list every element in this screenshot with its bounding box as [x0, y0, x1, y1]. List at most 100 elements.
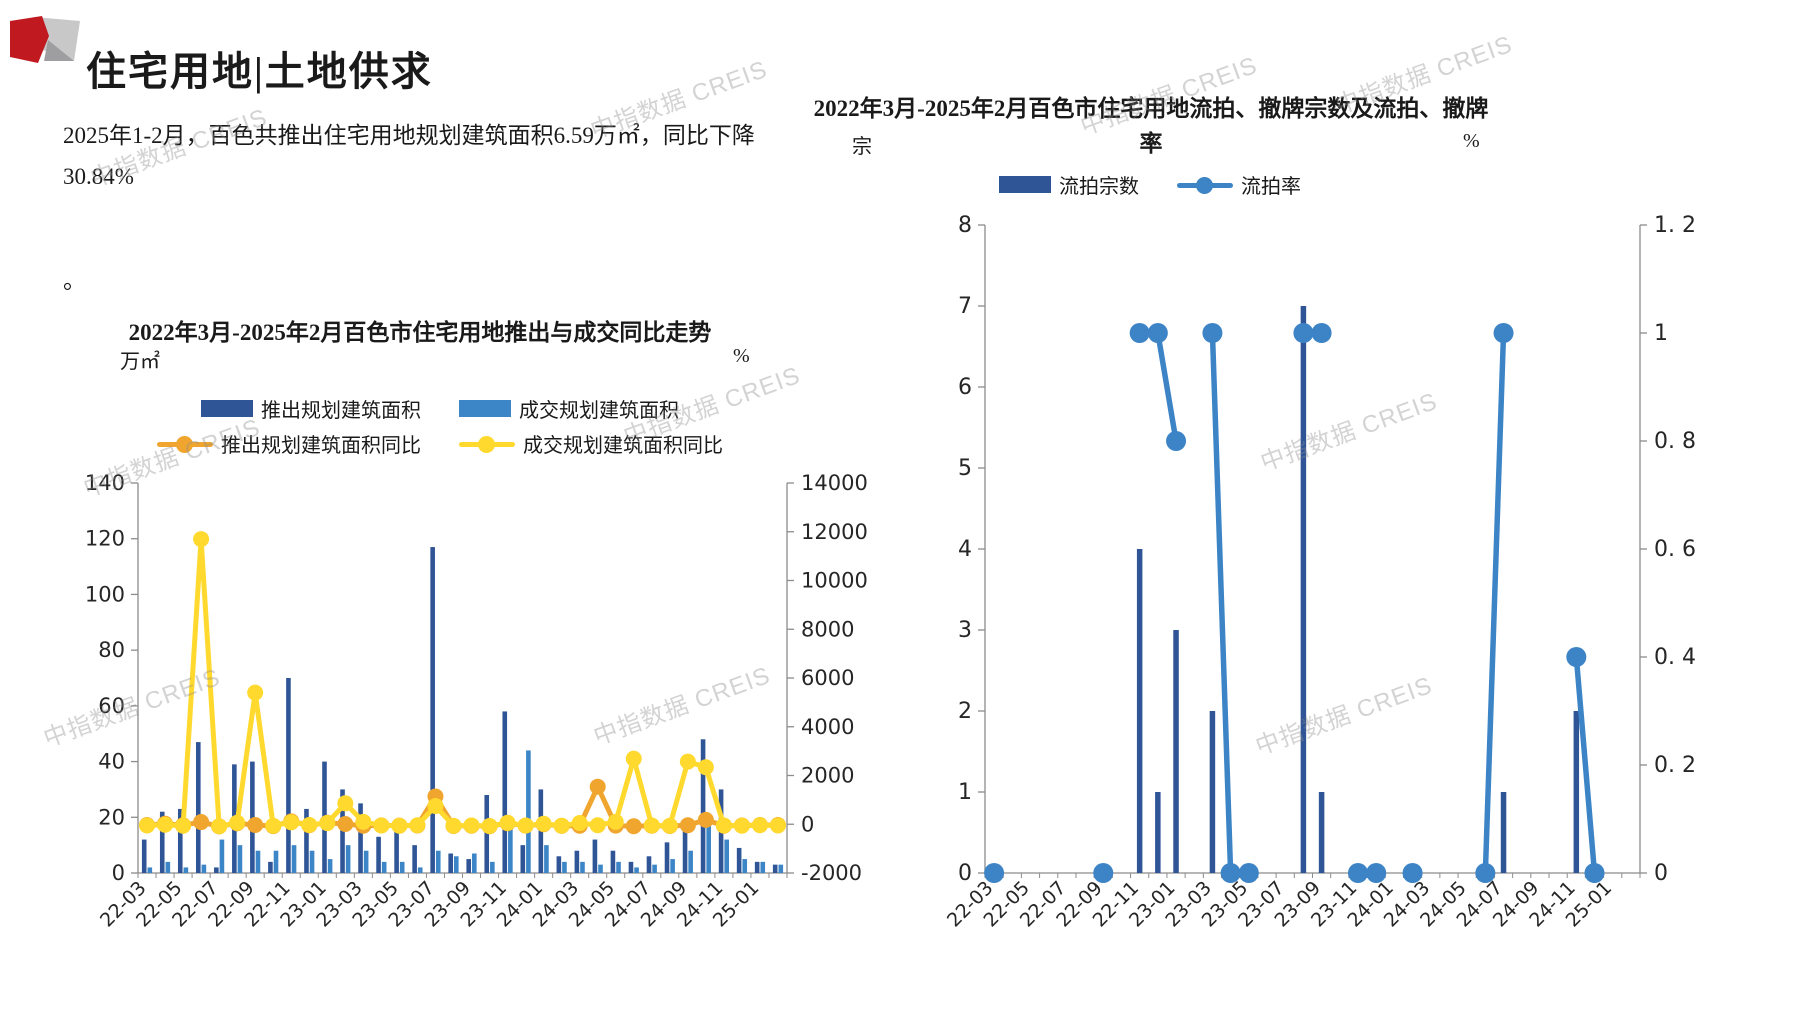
data-point [1566, 647, 1587, 667]
svg-text:1: 1 [1654, 321, 1668, 346]
bar [682, 828, 688, 873]
bar [376, 836, 381, 873]
paragraph-period: 。 [63, 268, 86, 293]
data-point [517, 817, 534, 834]
data-point [733, 817, 750, 834]
bar [177, 808, 183, 873]
data-point [589, 817, 606, 834]
svg-text:20: 20 [98, 805, 125, 829]
bar [304, 808, 309, 873]
svg-text:6000: 6000 [801, 666, 854, 690]
bar [363, 850, 369, 873]
data-point [625, 818, 642, 835]
bar [592, 839, 598, 873]
svg-text:2: 2 [958, 699, 972, 724]
bar [706, 822, 711, 873]
bar [417, 867, 423, 873]
svg-text:-2000: -2000 [801, 861, 862, 885]
bar [628, 861, 634, 873]
legend-item: 推出规划建筑面积 [201, 394, 421, 423]
data-point [1293, 323, 1314, 343]
bar [772, 864, 778, 873]
bar [472, 853, 477, 873]
svg-text:120: 120 [85, 527, 125, 551]
svg-text:100: 100 [85, 582, 125, 606]
data-point [1475, 863, 1496, 883]
svg-text:4: 4 [958, 537, 972, 562]
data-point [373, 817, 390, 834]
bar [430, 547, 435, 873]
legend-item: 流拍宗数 [999, 170, 1139, 199]
bar [448, 853, 453, 873]
data-point [1129, 323, 1150, 343]
data-point [1366, 863, 1387, 883]
legend-item: 推出规划建筑面积同比 [157, 429, 421, 458]
svg-text:0: 0 [801, 812, 814, 836]
bar [760, 861, 766, 873]
svg-text:0. 8: 0. 8 [1654, 429, 1696, 454]
legend-label: 成交规划建筑面积 [519, 400, 679, 422]
svg-text:6: 6 [958, 375, 972, 400]
bar [453, 856, 459, 873]
svg-text:12000: 12000 [801, 520, 868, 544]
right-chart-title: 2022年3月-2025年2月百色市住宅用地流拍、撤牌宗数及流拍、撤牌率 [813, 96, 1489, 156]
bar [214, 867, 219, 873]
bar [195, 742, 201, 873]
data-point [553, 817, 570, 834]
bar [580, 861, 585, 873]
data-point [211, 818, 228, 835]
svg-text:0: 0 [958, 861, 972, 886]
bar [1300, 306, 1307, 873]
data-point [1347, 863, 1368, 883]
bar [616, 861, 621, 873]
axes [984, 225, 1641, 874]
bar [484, 795, 490, 873]
svg-text:0: 0 [112, 861, 125, 885]
data-point [139, 817, 156, 834]
data-point [679, 817, 696, 834]
bar [1173, 630, 1179, 873]
bar [159, 811, 165, 873]
data-point [1402, 863, 1423, 883]
data-point [1166, 431, 1187, 451]
svg-text:4000: 4000 [801, 715, 854, 739]
left-chart-right-axis-unit: % [733, 345, 750, 367]
svg-text:60: 60 [98, 694, 125, 718]
svg-text:14000: 14000 [801, 471, 868, 495]
bar [412, 845, 417, 873]
bar [544, 845, 549, 873]
data-point [391, 817, 408, 834]
svg-text:0. 2: 0. 2 [1654, 753, 1696, 778]
legend-bar-swatch-icon [201, 400, 253, 417]
bar [381, 861, 387, 873]
svg-text:0. 4: 0. 4 [1654, 645, 1696, 670]
bar [255, 850, 261, 873]
bar [778, 864, 784, 873]
svg-text:0. 6: 0. 6 [1654, 537, 1696, 562]
svg-text:5: 5 [958, 456, 972, 481]
legend-bar-swatch-icon [999, 176, 1051, 193]
data-point [1093, 863, 1114, 883]
bar [219, 839, 225, 873]
bar [736, 847, 742, 873]
bar [237, 845, 243, 873]
page-title: 住宅用地|土地供求 [86, 48, 433, 94]
line-series [984, 323, 1605, 883]
bars [1136, 306, 1580, 873]
bar [634, 867, 639, 873]
data-point [661, 817, 678, 834]
svg-text:10000: 10000 [801, 569, 868, 593]
data-point [175, 817, 192, 834]
bar [394, 820, 399, 873]
logo-shape-icon [10, 16, 80, 63]
data-point [1493, 323, 1514, 343]
data-point [229, 814, 246, 831]
data-point [283, 814, 300, 831]
data-point [643, 817, 660, 834]
bar [1500, 792, 1507, 873]
data-point [265, 817, 282, 834]
data-point [571, 815, 588, 832]
data-point [1311, 323, 1332, 343]
bar [508, 828, 513, 873]
bar [1209, 711, 1216, 873]
